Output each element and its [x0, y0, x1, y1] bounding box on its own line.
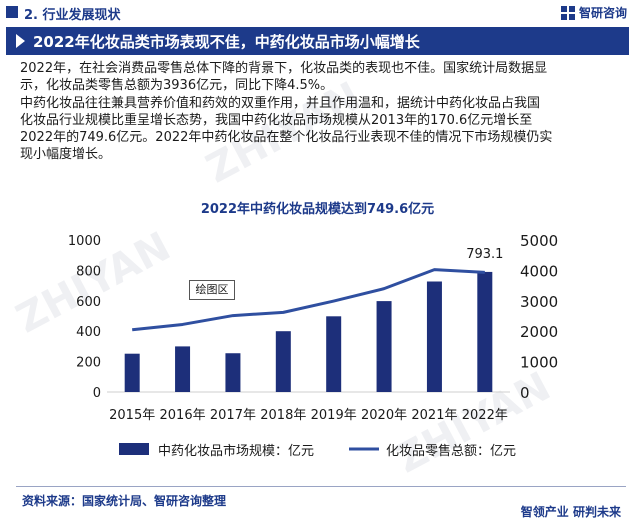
legend-label: 化妆品零售总额：亿元	[386, 443, 516, 459]
bar	[426, 281, 442, 392]
x-axis-tick-label: 2021年	[411, 408, 457, 423]
paragraph-line: 中药化妆品往往兼具营养价值和药效的双重作用，并且作用温和，据统计中药化妆品占我国	[20, 96, 541, 111]
left-axis-tick-label: 0	[93, 386, 101, 401]
x-axis-tick-label: 2020年	[361, 408, 407, 423]
header-banner: 2022年化妆品类市场表现不佳，中药化妆品市场小幅增长	[6, 27, 629, 55]
right-axis-tick-label: 0	[520, 384, 530, 402]
left-axis-tick-label: 400	[76, 325, 101, 340]
x-axis-tick-label: 2015年	[109, 408, 155, 423]
x-axis-tick-label: 2017年	[210, 408, 256, 423]
paragraph-1: 2022年，在社会消费品零售总体下降的背景下，化妆品类的表现也不佳。国家统计局数…	[20, 60, 625, 94]
paragraph-2: 中药化妆品往往兼具营养价值和药效的双重作用，并且作用温和，据统计中药化妆品占我国…	[20, 95, 625, 163]
paragraph-line: 示，化妆品类零售总额为3936亿元，同比下降4.5%。	[20, 78, 334, 93]
line-series	[132, 268, 485, 332]
left-axis-tick-label: 1000	[68, 234, 101, 249]
logo-text: 智研咨询	[578, 6, 627, 20]
section-marker-icon	[6, 6, 18, 18]
bar	[376, 301, 392, 392]
x-axis-tick-label: 2022年	[462, 408, 508, 423]
bar	[175, 346, 191, 392]
left-axis-tick-label: 600	[76, 295, 101, 310]
slogan-left: 智领产业	[520, 505, 569, 519]
paragraph-line: 现小幅度增长。	[20, 147, 112, 162]
bar	[225, 353, 241, 392]
paragraph-line: 2022年，在社会消费品零售总体下降的背景下，化妆品类的表现也不佳。国家统计局数…	[20, 61, 548, 76]
plot-area-tooltip: 绘图区	[189, 280, 235, 300]
footer-slogan: 智领产业 研判未来	[521, 503, 621, 520]
paragraph-line: 2022年的749.6亿元。2022年中药化妆品在整个化妆品行业表现不佳的情况下…	[20, 130, 553, 145]
chart-title: 2022年中药化妆品规模达到749.6亿元	[200, 202, 435, 217]
bar	[275, 331, 291, 392]
footer-source: 资料来源：国家统计局、智研咨询整理	[22, 494, 227, 508]
legend-label: 中药化妆品市场规模：亿元	[158, 443, 314, 459]
right-axis-tick-label: 4000	[520, 262, 558, 280]
right-axis-tick-label: 3000	[520, 293, 558, 311]
logo-mark-icon	[560, 5, 575, 20]
section-title: 2. 行业发展现状	[24, 8, 121, 23]
slogan-right: 研判未来	[572, 505, 621, 519]
legend-bar-swatch	[119, 443, 149, 455]
data-label: 793.1	[466, 247, 503, 262]
brand-logo: 智研咨询	[560, 4, 627, 21]
bar	[477, 271, 493, 392]
right-axis-tick-label: 1000	[520, 354, 558, 372]
footer-divider	[16, 486, 626, 487]
x-axis-tick-label: 2016年	[160, 408, 206, 423]
left-axis-tick-label: 200	[76, 356, 101, 371]
paragraph-line: 化妆品行业规模比重呈增长态势，我国中药化妆品市场规模从2013年的170.6亿元…	[20, 113, 533, 128]
right-axis-tick-label: 2000	[520, 323, 558, 341]
triangle-icon	[16, 34, 25, 48]
left-axis-tick-label: 800	[76, 264, 101, 279]
bar	[326, 316, 342, 392]
header-title: 2022年化妆品类市场表现不佳，中药化妆品市场小幅增长	[33, 32, 420, 51]
bar	[124, 353, 140, 392]
x-axis-tick-label: 2018年	[260, 408, 306, 423]
x-axis-tick-label: 2019年	[311, 408, 357, 423]
section-bar: 2. 行业发展现状 智研咨询	[0, 0, 635, 26]
right-axis-tick-label: 5000	[520, 232, 558, 250]
